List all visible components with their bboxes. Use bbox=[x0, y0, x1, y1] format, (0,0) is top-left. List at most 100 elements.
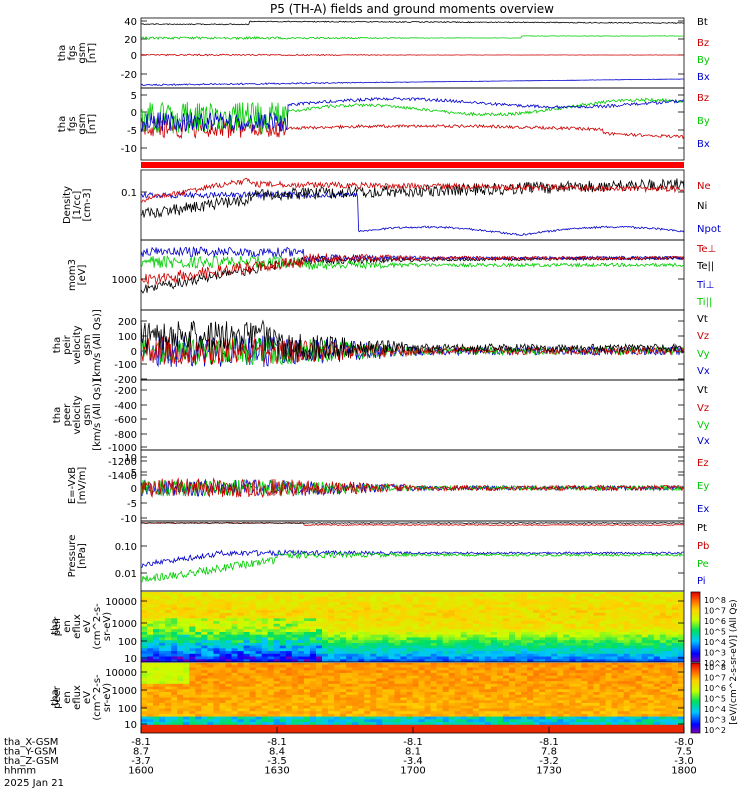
x-tick-label: -8.1 bbox=[131, 737, 151, 748]
trace-pt bbox=[140, 522, 685, 524]
legend-Ne: Ne bbox=[697, 181, 711, 192]
x-row-label: tha_Y-GSM bbox=[4, 747, 57, 758]
y-axis-label: tha bbox=[57, 45, 68, 61]
y-tick-label: 0.01 bbox=[115, 569, 137, 580]
x-tick-label: -8.1 bbox=[403, 737, 423, 748]
legend-Ey: Ey bbox=[697, 481, 709, 492]
y-axis-label: velocity bbox=[72, 395, 83, 434]
separator-bar bbox=[141, 162, 684, 168]
panel-frame bbox=[140, 379, 685, 451]
legend-By: By bbox=[697, 55, 710, 66]
y-axis-label: velocity bbox=[72, 325, 83, 364]
x-tick-label: 7.8 bbox=[541, 747, 557, 758]
y-axis-label: en bbox=[62, 691, 73, 704]
y-axis-label: gsm bbox=[82, 404, 93, 425]
y-tick-label: 100 bbox=[118, 332, 137, 343]
y-tick-label: 0 bbox=[131, 108, 137, 119]
legend-Ni: Ni bbox=[697, 201, 707, 212]
x-row-label: hhmm bbox=[4, 766, 36, 777]
y-tick-label: 10 bbox=[124, 453, 137, 464]
y-tick-label: 5 bbox=[131, 91, 137, 102]
y-axis-label: sr-eV) bbox=[102, 612, 113, 641]
y-axis-label: peer bbox=[52, 685, 63, 709]
trace-pb bbox=[140, 522, 685, 527]
colorbar-tick: 10^4 bbox=[704, 705, 726, 714]
y-axis-label: Density bbox=[62, 186, 73, 224]
y-tick-label: 5 bbox=[131, 468, 137, 479]
legend-Te||: Te|| bbox=[696, 261, 714, 272]
trace-tiperp bbox=[140, 246, 685, 263]
y-axis-label: gsm bbox=[77, 113, 88, 134]
y-axis-label: peir bbox=[52, 616, 63, 636]
date-label: 2025 Jan 21 bbox=[4, 778, 64, 789]
y-tick-label: 0 bbox=[131, 51, 137, 62]
panel-frame bbox=[140, 661, 685, 734]
x-tick-label: 1630 bbox=[264, 766, 289, 777]
spectrogram-2 bbox=[141, 663, 684, 733]
trace-bt bbox=[140, 20, 685, 26]
colorbar-tick: 10^6 bbox=[704, 617, 726, 626]
y-axis-label: eV bbox=[82, 691, 93, 704]
y-tick-label: 0 bbox=[131, 484, 137, 495]
y-axis-label: eflux bbox=[72, 685, 83, 710]
y-axis-label: peer bbox=[62, 403, 73, 427]
y-axis-label: sr-eV) bbox=[102, 683, 113, 712]
y-axis-label: [km/s (All Qs)] bbox=[92, 379, 103, 451]
trace-ez bbox=[140, 477, 685, 499]
panel-frame bbox=[140, 17, 685, 89]
y-tick-label: 10000 bbox=[105, 597, 137, 608]
legend-Vx: Vx bbox=[697, 366, 710, 377]
y-tick-label: 10000 bbox=[105, 668, 137, 679]
y-axis-label: E=-VxB bbox=[67, 467, 78, 504]
legend-Ti||: Ti|| bbox=[696, 297, 712, 308]
legend-Vy: Vy bbox=[697, 349, 710, 360]
y-axis-label: Pressure bbox=[67, 535, 78, 578]
y-axis-label: [1/cc] bbox=[72, 191, 83, 220]
colorbar-top bbox=[690, 591, 701, 663]
y-axis-label: mom3 bbox=[67, 259, 78, 291]
x-row-label: tha_X-GSM bbox=[4, 737, 58, 748]
trace-vz bbox=[140, 336, 685, 365]
legend-Pe: Pe bbox=[697, 559, 709, 570]
y-tick-label: 200 bbox=[118, 317, 137, 328]
x-tick-label: -8.1 bbox=[539, 737, 559, 748]
y-axis-label: eflux bbox=[72, 614, 83, 639]
legend-Bz: Bz bbox=[697, 93, 709, 104]
legend-Vx: Vx bbox=[697, 436, 710, 447]
y-tick-label: 40 bbox=[124, 17, 137, 28]
legend-By: By bbox=[697, 116, 710, 127]
legend-Ez: Ez bbox=[697, 458, 709, 469]
y-tick-label: -20 bbox=[121, 70, 137, 81]
colorbar-tick: 10^3 bbox=[704, 649, 726, 658]
y-axis-label: gsm bbox=[77, 42, 88, 63]
y-tick-label: -10 bbox=[121, 514, 137, 525]
panel-3: 0.1 Density [1/cc] [cm-3] Ne Ni Npot bbox=[62, 169, 721, 241]
panel-1: 40 20 0 -20 tha fgs gsm [nT] Bt Bz By Bx bbox=[57, 17, 710, 89]
y-axis-label: (cm^2-s- bbox=[92, 674, 103, 721]
legend-Vt: Vt bbox=[697, 314, 708, 325]
y-tick-label: 20 bbox=[124, 35, 137, 46]
colorbar-tick: 10^8 bbox=[704, 596, 726, 605]
y-axis-label: fgs bbox=[67, 116, 78, 131]
x-row-label: tha_Z-GSM bbox=[4, 756, 59, 767]
y-axis-label: [nPa] bbox=[77, 543, 88, 569]
colorbar-label: [eV/(cm^2-s-sr-eV)] (All Qs) bbox=[729, 599, 739, 724]
trace-ey bbox=[140, 478, 685, 497]
chart-title: P5 (TH-A) fields and ground moments over… bbox=[270, 2, 554, 16]
colorbar-bottom bbox=[690, 662, 701, 734]
y-tick-label: -100 bbox=[114, 360, 137, 371]
legend-Vz: Vz bbox=[697, 403, 709, 414]
colorbar-tick: 10^7 bbox=[704, 674, 726, 683]
legend-Npot: Npot bbox=[697, 224, 721, 235]
y-tick-label: -800 bbox=[114, 430, 137, 441]
colorbar-tick: 10^6 bbox=[704, 684, 726, 693]
y-tick-label: -1400 bbox=[108, 471, 137, 482]
y-tick-label: 0.10 bbox=[115, 542, 137, 553]
panel-frame bbox=[140, 309, 685, 381]
y-tick-label: 0.1 bbox=[121, 188, 137, 199]
trace-npot bbox=[140, 190, 685, 236]
